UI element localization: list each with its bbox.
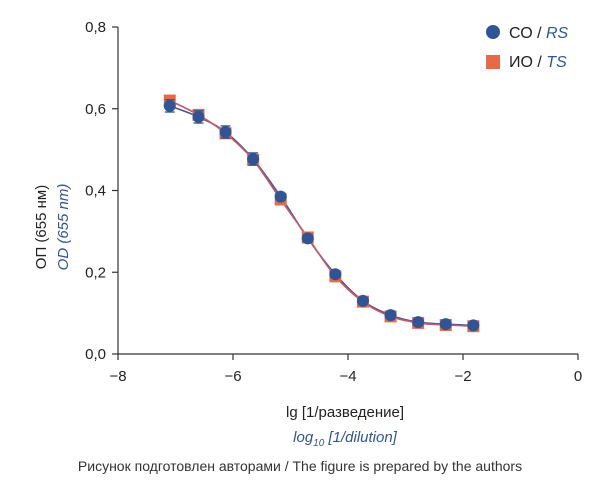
y-axis-title-en: OD (655 nm) <box>55 184 72 271</box>
x-tick-label: 0 <box>574 368 582 385</box>
axis-titles: ОП (655 нм) OD (655 nm) lg [1/разведение… <box>33 184 404 449</box>
y-tick-label: 0,2 <box>85 264 106 281</box>
legend-ts-marker <box>486 55 500 69</box>
y-tick-label: 0,0 <box>85 346 106 363</box>
legend-ts-label: ИО / TS <box>509 54 567 71</box>
fit-line-ts <box>169 99 474 327</box>
y-tick-label: 0,8 <box>85 19 106 36</box>
x-tick-label: −4 <box>339 368 356 385</box>
data-point-rs <box>163 99 176 112</box>
data-point-rs <box>219 126 232 139</box>
y-tick-label: 0,6 <box>85 101 106 118</box>
data-point-rs <box>301 232 314 245</box>
fit-line-rs <box>169 105 474 327</box>
data-point-rs <box>192 110 205 123</box>
legend-rs-label: СО / RS <box>509 25 569 42</box>
x-tick-label: −8 <box>109 368 126 385</box>
legend-rs-marker <box>486 25 500 39</box>
x-axis-title-ru: lg [1/разведение] <box>286 404 404 421</box>
x-axis-title-en-base: log <box>293 429 314 446</box>
figure-caption: Рисунок подготовлен авторами / The figur… <box>77 458 523 474</box>
axes: −8 −6 −4 −2 0 0,0 0,2 0,4 0,6 0,8 <box>85 19 582 385</box>
fit-lines <box>169 99 474 327</box>
data-point-rs <box>412 316 425 329</box>
x-axis-title-en-rest: [1/dilution] <box>324 429 397 446</box>
y-axis-title-ru: ОП (655 нм) <box>33 185 50 269</box>
data-point-rs <box>467 319 480 332</box>
y-tick-label: 0,4 <box>85 183 106 200</box>
x-tick-label: −6 <box>224 368 241 385</box>
data-point-rs <box>274 190 287 203</box>
data-point-rs <box>356 294 369 307</box>
data-point-rs <box>384 309 397 322</box>
data-point-rs <box>329 268 342 281</box>
data-point-rs <box>439 318 452 331</box>
data-point-rs <box>247 153 260 166</box>
x-axis-title-en: log10 [1/dilution] <box>293 429 398 449</box>
x-axis-title-en-subscript: 10 <box>313 438 325 449</box>
legend: СО / RS ИО / TS <box>486 25 569 71</box>
x-tick-label: −2 <box>454 368 471 385</box>
data-markers <box>163 94 480 333</box>
